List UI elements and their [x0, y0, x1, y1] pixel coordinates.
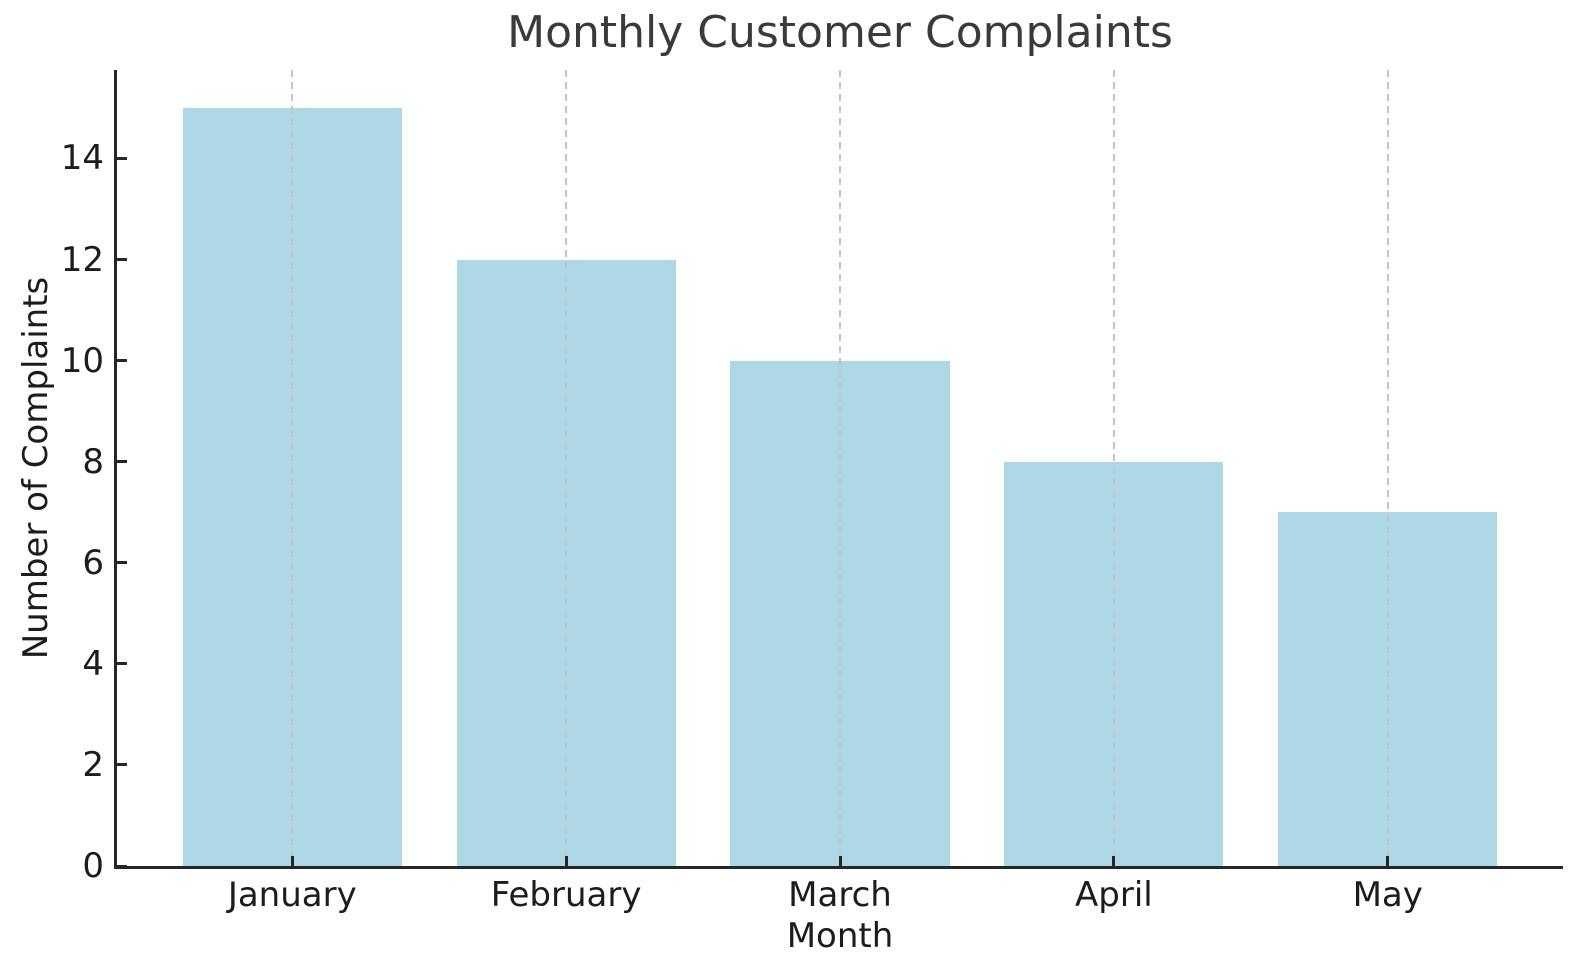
- gridline-april: [1112, 70, 1115, 866]
- x-tick-label-april: April: [1075, 875, 1153, 915]
- x-tick-mark-february: [564, 856, 568, 866]
- x-axis-spine: [114, 866, 1563, 869]
- y-tick-mark-4: [117, 662, 127, 666]
- plot-area: January February March April May 0 2 4 6 8 10 12 14: [61, 70, 1563, 915]
- x-tick-label-may: May: [1352, 875, 1423, 915]
- y-tick-label-2: 2: [82, 744, 104, 785]
- gridline-may: [1386, 70, 1389, 866]
- chart-title: Monthly Customer Complaints: [507, 7, 1173, 58]
- gridline-february: [565, 70, 568, 866]
- y-tick-mark-8: [117, 460, 127, 464]
- x-tick-label-february: February: [490, 875, 642, 915]
- y-tick-label-14: 14: [60, 138, 104, 179]
- y-tick-label-0: 0: [82, 846, 104, 886]
- y-tick-mark-2: [117, 763, 127, 767]
- y-tick-mark-12: [117, 258, 127, 262]
- x-tick-mark-may: [1386, 856, 1390, 866]
- gridline-march: [839, 70, 841, 866]
- gridline-january: [291, 70, 294, 866]
- y-tick-label-12: 12: [60, 239, 104, 280]
- y-tick-label-8: 8: [82, 441, 104, 482]
- y-tick-mark-14: [117, 156, 127, 160]
- x-axis-label: Month: [786, 916, 894, 956]
- y-tick-mark-6: [117, 561, 127, 565]
- x-tick-label-january: January: [227, 875, 357, 915]
- x-tick-mark-april: [1112, 856, 1116, 866]
- x-tick-label-march: March: [788, 875, 892, 915]
- y-axis-spine: [114, 70, 117, 869]
- y-tick-label-10: 10: [60, 340, 104, 381]
- y-tick-mark-10: [117, 359, 127, 363]
- x-tick-mark-january: [290, 856, 294, 866]
- y-tick-label-6: 6: [82, 542, 104, 583]
- y-tick-mark-0: [117, 864, 127, 868]
- x-tick-mark-march: [838, 856, 842, 866]
- y-tick-label-4: 4: [82, 643, 104, 684]
